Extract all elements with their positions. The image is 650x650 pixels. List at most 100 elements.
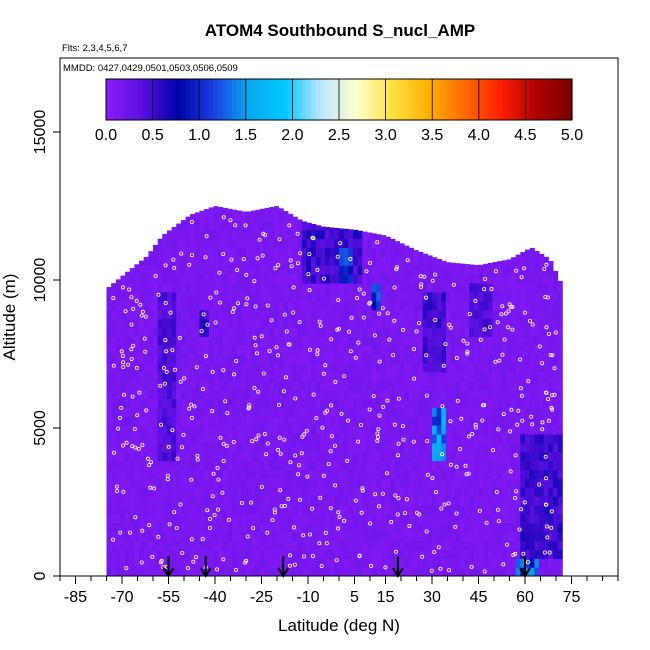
heatmap-cell: [120, 336, 126, 346]
heatmap-cell: [129, 274, 135, 284]
heatmap-cell: [194, 238, 201, 249]
flight-sample-point: [277, 435, 282, 440]
heatmap-cell: [450, 362, 456, 373]
heatmap-cell: [511, 487, 517, 497]
heatmap-cell: [171, 226, 177, 231]
heatmap-cell: [306, 549, 312, 559]
heatmap-cell: [283, 220, 289, 231]
heatmap-cell: [380, 558, 387, 568]
heatmap-cell: [348, 496, 354, 506]
heatmap-cell: [157, 265, 163, 275]
colorbar-segment: [357, 79, 363, 120]
heatmap-cell: [143, 318, 149, 328]
heatmap-cell: [538, 389, 545, 399]
heatmap-cell: [134, 531, 140, 542]
heatmap-cell: [227, 398, 233, 408]
heatmap-cell: [478, 558, 484, 568]
heatmap-cell: [264, 291, 270, 302]
heatmap-cell: [232, 354, 238, 364]
heatmap-cell: [264, 460, 270, 471]
heatmap-cell: [273, 549, 280, 559]
heatmap-cell: [218, 433, 224, 444]
heatmap-cell: [352, 256, 359, 266]
heatmap-cell: [529, 300, 535, 311]
heatmap-cell: [311, 380, 317, 391]
colorbar-segment: [455, 79, 461, 120]
heatmap-cell: [543, 398, 549, 408]
heatmap-cell: [394, 336, 401, 346]
heatmap-cell: [557, 345, 563, 355]
heatmap-cell: [222, 300, 228, 311]
heatmap-cell: [325, 549, 331, 559]
flight-sample-point: [454, 464, 459, 469]
heatmap-cell: [473, 425, 480, 435]
heatmap-cell: [287, 478, 294, 488]
heatmap-cell: [287, 567, 294, 576]
heatmap-cell: [306, 371, 312, 382]
heatmap-cell: [120, 442, 126, 453]
heatmap-cell: [236, 345, 242, 355]
heatmap-cell: [301, 354, 308, 364]
heatmap-cell: [292, 380, 298, 391]
heatmap-cell: [450, 398, 456, 408]
heatmap-cell: [129, 433, 135, 444]
heatmap-cell: [441, 487, 447, 497]
heatmap-cell: [236, 558, 242, 568]
heatmap-cell: [441, 389, 447, 399]
heatmap-cell: [111, 433, 117, 444]
heatmap-cell: [148, 531, 154, 542]
heatmap-cell: [497, 567, 503, 576]
heatmap-cell: [125, 460, 131, 471]
heatmap-cell: [129, 469, 135, 479]
heatmap-cell: [436, 354, 442, 364]
heatmap-cell: [390, 442, 396, 453]
heatmap-cell: [492, 478, 498, 488]
heatmap-cell: [520, 558, 526, 568]
heatmap-cell: [362, 478, 368, 488]
heatmap-cell: [492, 398, 498, 408]
heatmap-cell: [445, 549, 452, 559]
flight-sample-point: [143, 314, 148, 319]
heatmap-cell: [194, 513, 201, 524]
heatmap-cell: [199, 416, 205, 426]
heatmap-cell: [180, 247, 187, 257]
heatmap-cell: [339, 318, 345, 328]
heatmap-cell: [543, 504, 549, 515]
flight-sample-point: [221, 441, 226, 446]
heatmap-cell: [259, 513, 266, 524]
heatmap-cell: [176, 354, 182, 364]
heatmap-cell: [329, 540, 335, 550]
flight-sample-point: [148, 460, 153, 465]
heatmap-cell: [357, 487, 363, 497]
heatmap-cell: [306, 425, 312, 435]
heatmap-cell: [357, 309, 363, 320]
heatmap-cell: [227, 327, 233, 337]
heatmap-cell: [236, 354, 242, 364]
heatmap-cell: [208, 504, 215, 515]
flight-sample-point: [177, 335, 182, 340]
heatmap-cell: [311, 433, 317, 444]
heatmap-cell: [329, 247, 335, 257]
heatmap-cell: [306, 291, 312, 302]
heatmap-cell: [208, 354, 215, 364]
flight-sample-point: [278, 451, 283, 456]
heatmap-cell: [487, 371, 494, 382]
flight-sample-point: [342, 518, 347, 523]
flight-sample-point: [276, 447, 281, 452]
heatmap-cell: [436, 327, 442, 337]
heatmap-cell: [487, 407, 494, 417]
flight-sample-point: [317, 541, 322, 546]
heatmap-cell: [334, 451, 340, 462]
flight-sample-point: [432, 550, 437, 555]
heatmap-cell: [320, 416, 326, 426]
heatmap-cell: [176, 451, 182, 462]
heatmap-cell: [380, 282, 387, 293]
heatmap-cell: [487, 478, 494, 488]
colorbar-frame: [105, 78, 573, 121]
heatmap-cell: [478, 460, 484, 471]
heatmap-cell: [450, 513, 456, 524]
heatmap-cell: [473, 549, 480, 559]
heatmap-cell: [166, 504, 173, 515]
flight-sample-point: [380, 491, 385, 496]
heatmap-cell: [213, 522, 219, 533]
